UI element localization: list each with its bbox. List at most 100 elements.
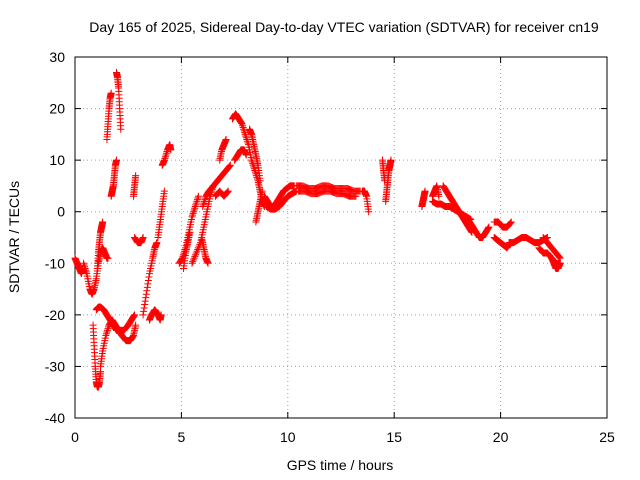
data-point <box>80 261 88 269</box>
data-point <box>251 168 259 176</box>
data-point <box>435 192 443 200</box>
data-point <box>507 218 515 226</box>
data-series-track-ar <box>548 254 564 272</box>
data-point <box>485 223 493 231</box>
data-point <box>192 201 200 209</box>
data-point <box>242 151 250 159</box>
data-series-track-m <box>145 306 165 324</box>
data-point <box>190 254 198 262</box>
data-point <box>484 225 492 233</box>
data-point <box>194 192 202 200</box>
data-point <box>484 224 492 232</box>
data-point <box>132 321 140 329</box>
y-tick-label: 10 <box>49 152 65 168</box>
data-point <box>238 120 246 128</box>
data-series-track-u <box>211 187 232 200</box>
data-point <box>225 163 233 171</box>
data-point <box>365 208 373 216</box>
data-point <box>250 165 258 173</box>
data-series-track-z <box>252 187 266 226</box>
data-point <box>421 187 429 195</box>
data-series-track-i <box>107 156 120 200</box>
data-series-track-f <box>93 218 107 272</box>
plot-frame <box>74 56 608 419</box>
data-point <box>191 204 199 212</box>
data-point <box>142 294 150 302</box>
data-point <box>200 197 208 205</box>
data-point <box>192 199 200 207</box>
data-point <box>141 297 149 305</box>
data-point <box>104 254 112 262</box>
data-point <box>160 187 168 195</box>
data-point <box>252 170 260 178</box>
data-point <box>226 162 234 170</box>
y-tick-label: -40 <box>45 410 65 426</box>
data-point <box>81 263 89 271</box>
data-point <box>80 259 88 267</box>
data-points <box>71 68 564 391</box>
data-series-track-c <box>89 321 105 391</box>
data-point <box>141 301 149 309</box>
data-point <box>242 134 250 142</box>
data-point <box>144 276 152 284</box>
data-series-track-ad <box>294 187 360 200</box>
data-point <box>117 125 125 133</box>
data-point <box>381 177 389 185</box>
data-series-track-e <box>92 303 139 334</box>
data-point <box>556 259 564 267</box>
data-series-track-t <box>198 234 212 267</box>
data-point <box>506 220 514 228</box>
data-point <box>157 311 165 319</box>
data-series-track-a <box>71 254 86 278</box>
data-series-track-al <box>463 213 493 241</box>
y-tick-label: -20 <box>45 307 65 323</box>
data-series-track-q <box>180 228 194 272</box>
y-tick-label: -10 <box>45 255 65 271</box>
data-point <box>167 146 175 154</box>
data-point <box>199 201 207 209</box>
data-point <box>82 266 90 274</box>
data-point <box>193 197 201 205</box>
y-tick-label: 0 <box>57 204 65 220</box>
data-point <box>192 249 200 257</box>
data-point <box>192 251 200 259</box>
x-tick-label: 10 <box>280 429 296 445</box>
data-point <box>222 136 230 144</box>
data-point <box>241 129 249 137</box>
data-point <box>143 283 151 291</box>
data-point <box>352 192 360 200</box>
data-point <box>140 304 148 312</box>
data-series-track-j <box>130 172 140 200</box>
data-point <box>224 188 232 196</box>
data-point <box>250 163 258 171</box>
data-point <box>143 287 151 295</box>
data-series-track-h <box>112 68 125 133</box>
data-point <box>177 256 185 264</box>
data-point <box>189 209 197 217</box>
data-point <box>188 213 196 221</box>
data-point <box>130 312 138 320</box>
data-point <box>161 154 169 162</box>
data-point <box>190 208 198 216</box>
x-tick-label: 5 <box>178 429 186 445</box>
data-point <box>555 253 563 261</box>
data-point <box>239 123 247 131</box>
data-series-track-p <box>175 192 202 267</box>
data-series-track-l <box>139 239 161 319</box>
data-point <box>103 328 111 336</box>
data-point <box>194 194 202 202</box>
x-axis-label: GPS time / hours <box>287 457 394 473</box>
data-point <box>131 311 139 319</box>
data-point <box>130 313 138 321</box>
data-point <box>102 330 110 338</box>
data-point <box>112 156 120 164</box>
data-point <box>104 325 112 333</box>
data-point <box>200 199 208 207</box>
y-tick-label: 20 <box>49 101 65 117</box>
data-point <box>242 132 250 140</box>
data-series-track-s <box>199 161 234 211</box>
y-axis-label: SDTVAR / TECUs <box>6 181 22 293</box>
data-point <box>199 203 207 211</box>
data-point <box>128 333 136 341</box>
data-point <box>237 118 245 126</box>
